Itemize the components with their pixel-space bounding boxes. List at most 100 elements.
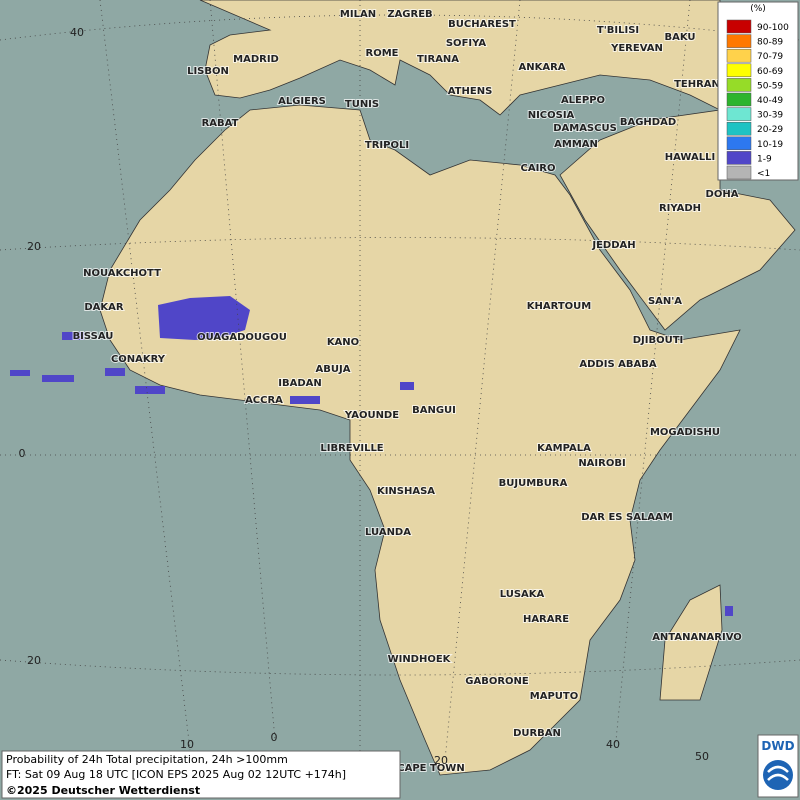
city-label: MADRID — [233, 54, 279, 65]
longitude-label: 0 — [271, 731, 278, 744]
city-label: CAPE TOWN — [397, 763, 464, 774]
precip-area — [62, 332, 84, 340]
logo: DWD — [761, 739, 794, 753]
caption-box — [1, 750, 401, 799]
city-label: YAOUNDE — [344, 410, 399, 421]
city-label: WINDHOEK — [388, 654, 452, 665]
legend-label: 70-79 — [757, 52, 783, 62]
city-label: YEREVAN — [610, 43, 663, 54]
latitude-label: 40 — [70, 26, 84, 39]
caption-line: Probability of 24h Total precipitation, … — [6, 753, 288, 766]
city-label: OUAGADOUGOU — [197, 332, 287, 343]
city-label: BAKU — [664, 32, 695, 43]
copyright: ©2025 Deutscher Wetterdienst — [6, 784, 200, 797]
legend-swatch — [726, 78, 752, 92]
longitude-label: 50 — [695, 750, 709, 763]
legend-swatch — [726, 121, 752, 136]
legend-label: 60-69 — [757, 67, 783, 77]
city-label: DURBAN — [513, 728, 561, 739]
city-label: CAIRO — [521, 163, 556, 174]
city-label: DAMASCUS — [553, 123, 617, 134]
graticule-line — [99, 0, 191, 751]
precip-area — [158, 296, 250, 340]
precip-area — [400, 382, 414, 390]
city-label: JEDDAH — [591, 240, 635, 251]
city-label: MOGADISHU — [650, 427, 720, 438]
arabia — [559, 109, 796, 331]
land — [99, 0, 796, 776]
city-label: RIYADH — [659, 203, 701, 214]
africa — [99, 104, 741, 776]
city-label: ACCRA — [245, 395, 283, 406]
latitude-label: 0 — [19, 447, 26, 460]
city-label: CONAKRY — [111, 354, 166, 365]
legend-label: 10-19 — [757, 140, 783, 150]
city-label: ALGIERS — [278, 96, 326, 107]
city-label: SOFIYA — [446, 38, 487, 49]
city-label: BAGHDAD — [620, 117, 676, 128]
precip-area — [42, 375, 74, 382]
legend-swatch — [726, 107, 752, 121]
longitude-label: 40 — [606, 738, 620, 751]
precip-area — [105, 368, 125, 376]
city-label: DJIBOUTI — [633, 335, 684, 346]
city-label: HARARE — [523, 614, 569, 625]
city-label: DOHA — [706, 189, 739, 200]
city-label: KAMPALA — [537, 443, 591, 454]
city-label: HAWALLI — [665, 152, 715, 163]
city-label: KHARTOUM — [527, 301, 592, 312]
city-label: KINSHASA — [377, 486, 435, 497]
precip-area — [135, 386, 165, 394]
city-label: NICOSIA — [528, 110, 575, 121]
graticule-line — [0, 14, 800, 41]
city-label: LUSAKA — [500, 589, 545, 600]
europe — [199, 0, 721, 116]
legend-swatch — [726, 48, 752, 63]
city-label: TEHRAN — [674, 79, 720, 90]
legend-swatch — [726, 165, 752, 180]
city-label: ALEPPO — [561, 95, 605, 106]
legend-label: 20-29 — [757, 125, 783, 135]
city-label: ADDIS ABABA — [579, 359, 656, 370]
legend-label: 90-100 — [757, 23, 789, 33]
city-label: ROME — [366, 48, 399, 59]
city-label: ANKARA — [518, 62, 565, 73]
precip-area — [725, 606, 733, 616]
city-label: ATHENS — [448, 86, 493, 97]
city-label: NOUAKCHOTT — [83, 268, 161, 279]
graticule-line — [0, 237, 800, 251]
legend-swatch — [726, 19, 752, 34]
city-label: ANTANANARIVO — [652, 632, 742, 643]
logo-waves — [767, 765, 789, 781]
labels: MILAN ZAGREB BUCHAREST T'BILISI BAKU LISBON MA… — [19, 8, 743, 775]
longitude-label: 10 — [180, 738, 194, 751]
city-label: AMMAN — [554, 139, 598, 150]
city-label: T'BILISI — [597, 25, 639, 36]
city-label: DAKAR — [84, 302, 124, 313]
city-label: BISSAU — [73, 331, 114, 342]
graticule-line — [0, 659, 800, 676]
city-label: KANO — [327, 337, 359, 348]
city-label: MILAN — [340, 9, 376, 20]
city-label: TIRANA — [417, 54, 459, 65]
precipitation-areas — [10, 296, 733, 616]
city-label: RABAT — [202, 118, 239, 129]
legend-swatch — [726, 136, 752, 151]
legend-label: <1 — [757, 169, 770, 179]
city-label: IBADAN — [278, 378, 322, 389]
city-label: LISBON — [187, 66, 229, 77]
legend-label: 80-89 — [757, 38, 783, 48]
latitude-label: 20 — [27, 654, 41, 667]
precip-area — [290, 396, 320, 404]
caption-line: FT: Sat 09 Aug 18 UTC [ICON EPS 2025 Aug… — [6, 768, 346, 781]
city-label: ZAGREB — [387, 9, 432, 20]
madagascar — [659, 584, 723, 701]
legend-swatch — [726, 63, 752, 78]
legend-unit: (%) — [750, 4, 766, 14]
city-label: ABUJA — [316, 364, 351, 375]
city-label: LIBREVILLE — [320, 443, 383, 454]
precip-area — [10, 370, 30, 376]
city-label: BUCHAREST — [448, 19, 516, 30]
